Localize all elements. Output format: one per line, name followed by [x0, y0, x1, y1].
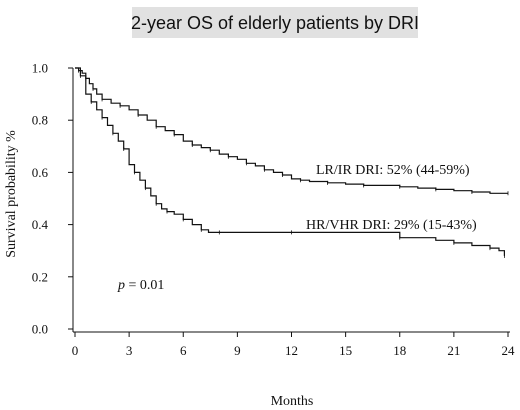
- series-group: [75, 67, 509, 258]
- p-value-annotation: p = 0.01: [117, 278, 164, 293]
- survival-curve-hr-vhr: [75, 67, 505, 256]
- series-label-lr-ir: LR/IR DRI: 52% (44-59%): [316, 163, 470, 178]
- x-axis-title: Months: [271, 394, 314, 409]
- x-tick-label: 24: [502, 343, 516, 358]
- series-label-hr-vhr: HR/VHR DRI: 29% (15-43%): [306, 218, 477, 233]
- y-tick-label: 0.6: [32, 165, 49, 180]
- title-box: [132, 7, 418, 38]
- x-tick-label: 3: [126, 343, 133, 358]
- ticks-group: 0 3 6 9 12 15 18 21 24 0.0 0.2 0.4 0.6 0.8 1.0: [32, 61, 515, 359]
- x-tick-label: 12: [285, 343, 298, 358]
- x-tick-label: 9: [234, 343, 241, 358]
- y-tick-label: 0.2: [32, 269, 48, 284]
- survival-curve-lr-ir: [75, 67, 508, 194]
- x-tick-label: 18: [393, 343, 406, 358]
- x-tick-label: 0: [72, 343, 79, 358]
- x-tick-label: 21: [447, 343, 460, 358]
- p-value-text: = 0.01: [125, 278, 164, 293]
- y-tick-label: 0.4: [32, 217, 49, 232]
- y-tick-label: 0.0: [32, 322, 48, 337]
- y-tick-label: 0.8: [32, 113, 48, 128]
- y-axis-title: Survival probability %: [4, 130, 19, 258]
- y-tick-label: 1.0: [32, 61, 48, 76]
- x-tick-label: 6: [180, 343, 187, 358]
- chart-title: 2-year OS of elderly patients by DRI: [131, 13, 419, 33]
- p-value-italic: p: [117, 278, 125, 293]
- x-tick-label: 15: [339, 343, 352, 358]
